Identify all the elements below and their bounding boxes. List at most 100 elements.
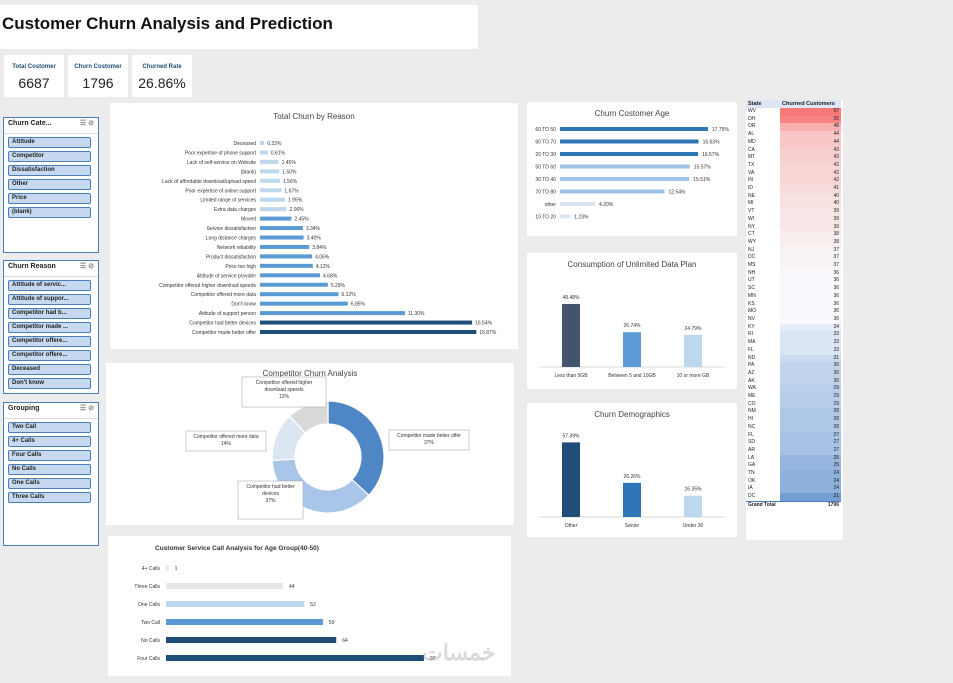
state-name: VA	[748, 169, 755, 176]
slicer-item[interactable]: Attitude of suppor...	[8, 294, 91, 305]
state-churn-value: 42	[779, 177, 841, 186]
reason-label: Product dissatisfaction	[206, 254, 256, 260]
reason-value-label: 16.87%	[479, 330, 497, 336]
state-churn-value: 48	[779, 123, 841, 132]
reason-label: Network reliability	[217, 245, 257, 251]
state-churn-value: 25	[779, 454, 841, 463]
slicer-item[interactable]: Deceased	[8, 364, 91, 375]
slicer-header: Churn Reason ☰ ⊘	[4, 261, 98, 277]
callout-box	[388, 429, 470, 451]
state-name: SC	[748, 285, 755, 292]
slicer-churn-reason[interactable]: Churn Reason ☰ ⊘ Attitude of servic... Att…	[3, 260, 99, 394]
slicer-item[interactable]: Competitor had b...	[8, 308, 91, 319]
state-churn-value: 44	[779, 138, 841, 147]
slicer-item[interactable]: Attitude	[8, 137, 91, 148]
reason-value-label: 16.54%	[475, 321, 493, 327]
slicer-item[interactable]: Competitor offere...	[8, 336, 91, 347]
slicer-item[interactable]: Four Calls	[8, 450, 91, 461]
slicer-item[interactable]: Price	[8, 193, 91, 204]
category-label: Senior	[625, 523, 640, 529]
slicer-item[interactable]: Competitor offere...	[8, 350, 91, 361]
slicer-item[interactable]: Attitude of servic...	[8, 280, 91, 291]
state-row: AZ 30	[746, 369, 841, 378]
state-churn-value: 28	[779, 416, 841, 424]
state-column-header[interactable]: State	[746, 100, 780, 108]
state-churn-value: 21	[779, 493, 841, 502]
state-churn-value: 33	[779, 346, 841, 355]
state-churn-value: 28	[779, 423, 841, 432]
callout-label: devices	[262, 491, 279, 497]
slicer-title: Churn Reason	[8, 263, 56, 270]
state-name: KS	[748, 300, 755, 307]
state-name: MN	[748, 292, 756, 299]
bar-value-label: 24.79%	[685, 326, 703, 332]
page-title: Customer Churn Analysis and Prediction	[2, 14, 333, 33]
state-name: WV	[748, 108, 757, 114]
chart-title: Consumption of Unlimited Data Plan	[568, 260, 697, 269]
slicer-item[interactable]: Dissatisfaction	[8, 165, 91, 176]
callout-label: 37%	[265, 498, 276, 504]
state-row: OH 55	[746, 115, 841, 124]
call-value-label: 52	[310, 602, 316, 608]
state-row: ND 31	[746, 354, 841, 363]
state-churn-value: 27	[779, 446, 841, 455]
state-row: TN 24	[746, 470, 841, 478]
state-churn-value: 24	[779, 477, 841, 486]
state-name: MA	[748, 339, 756, 346]
reason-label: Attitude of service provider	[197, 273, 257, 279]
clear-filter-icon[interactable]: ☰ ⊘	[79, 405, 94, 412]
callout-label: 12%	[279, 394, 290, 400]
slicer-item[interactable]: Three Calls	[8, 492, 91, 503]
state-name: AK	[748, 377, 755, 384]
state-row: IA 24	[746, 485, 841, 494]
slicer-item[interactable]: No Calls	[8, 464, 91, 475]
state-churn-value: 39	[779, 223, 841, 232]
age-value-label: 4.20%	[599, 202, 614, 208]
slicer-item[interactable]: Other	[8, 179, 91, 190]
slicer-item[interactable]: Don't know	[8, 378, 91, 389]
clear-filter-icon[interactable]: ☰ ⊘	[79, 120, 94, 127]
reason-value-label: 6.85%	[351, 302, 366, 308]
state-row: MI 40	[746, 200, 841, 209]
age-value-label: 12.54%	[669, 190, 687, 196]
callout-box	[185, 430, 267, 452]
slicer-item[interactable]: (blank)	[8, 207, 91, 218]
state-row: WY 38	[746, 238, 841, 247]
state-row: NV 36	[746, 315, 841, 324]
slicer-item[interactable]: Two Call	[8, 422, 91, 433]
reason-bar	[260, 226, 303, 231]
state-churn-value: 27	[779, 439, 841, 447]
donut-slice	[327, 400, 385, 497]
bar-value-label: 26.74%	[624, 323, 642, 329]
reason-label: Don't know	[231, 302, 256, 308]
reason-bar	[260, 273, 321, 278]
service-call-chart: Customer Service Call Analysis for Age G…	[134, 545, 435, 662]
slicer-item[interactable]: Competitor made ...	[8, 322, 91, 333]
state-row: MD 44	[746, 138, 841, 147]
state-row: NM 28	[746, 408, 841, 417]
reason-label: Long distance charges	[206, 236, 257, 242]
reason-value-label: 2.06%	[289, 207, 304, 213]
state-churn-value: 30	[779, 377, 841, 386]
state-row: CA 43	[746, 146, 841, 155]
slicer-item[interactable]: 4+ Calls	[8, 436, 91, 447]
state-row: NY 39	[746, 223, 841, 232]
state-churn-value: 40	[779, 200, 841, 209]
state-churn-value: 30	[779, 362, 841, 370]
age-label: 60 TO 70	[535, 140, 556, 146]
slicer-item[interactable]: Competitor	[8, 151, 91, 162]
state-churn-value: 31	[779, 354, 841, 363]
state-row: AL 44	[746, 131, 841, 139]
state-churn-value: 57	[779, 108, 841, 116]
slicer-grouping[interactable]: Grouping ☰ ⊘ Two Call 4+ Calls Four Calls No…	[3, 402, 99, 546]
chart-panel-age: Churn Costomer Age 60 TO 50 17.75% 60 TO 70…	[527, 102, 737, 236]
bar	[684, 495, 702, 517]
state-name: RI	[748, 331, 753, 338]
state-name: NH	[748, 269, 756, 276]
churned-column-header[interactable]: Churned Customers	[779, 100, 841, 108]
clear-filter-icon[interactable]: ☰ ⊘	[79, 263, 94, 270]
state-name: CT	[748, 231, 755, 238]
bar	[623, 332, 641, 367]
slicer-churn-category[interactable]: Churn Cate... ☰ ⊘ Attitude Competitor Dissa…	[3, 117, 99, 253]
slicer-item[interactable]: One Calls	[8, 478, 91, 489]
